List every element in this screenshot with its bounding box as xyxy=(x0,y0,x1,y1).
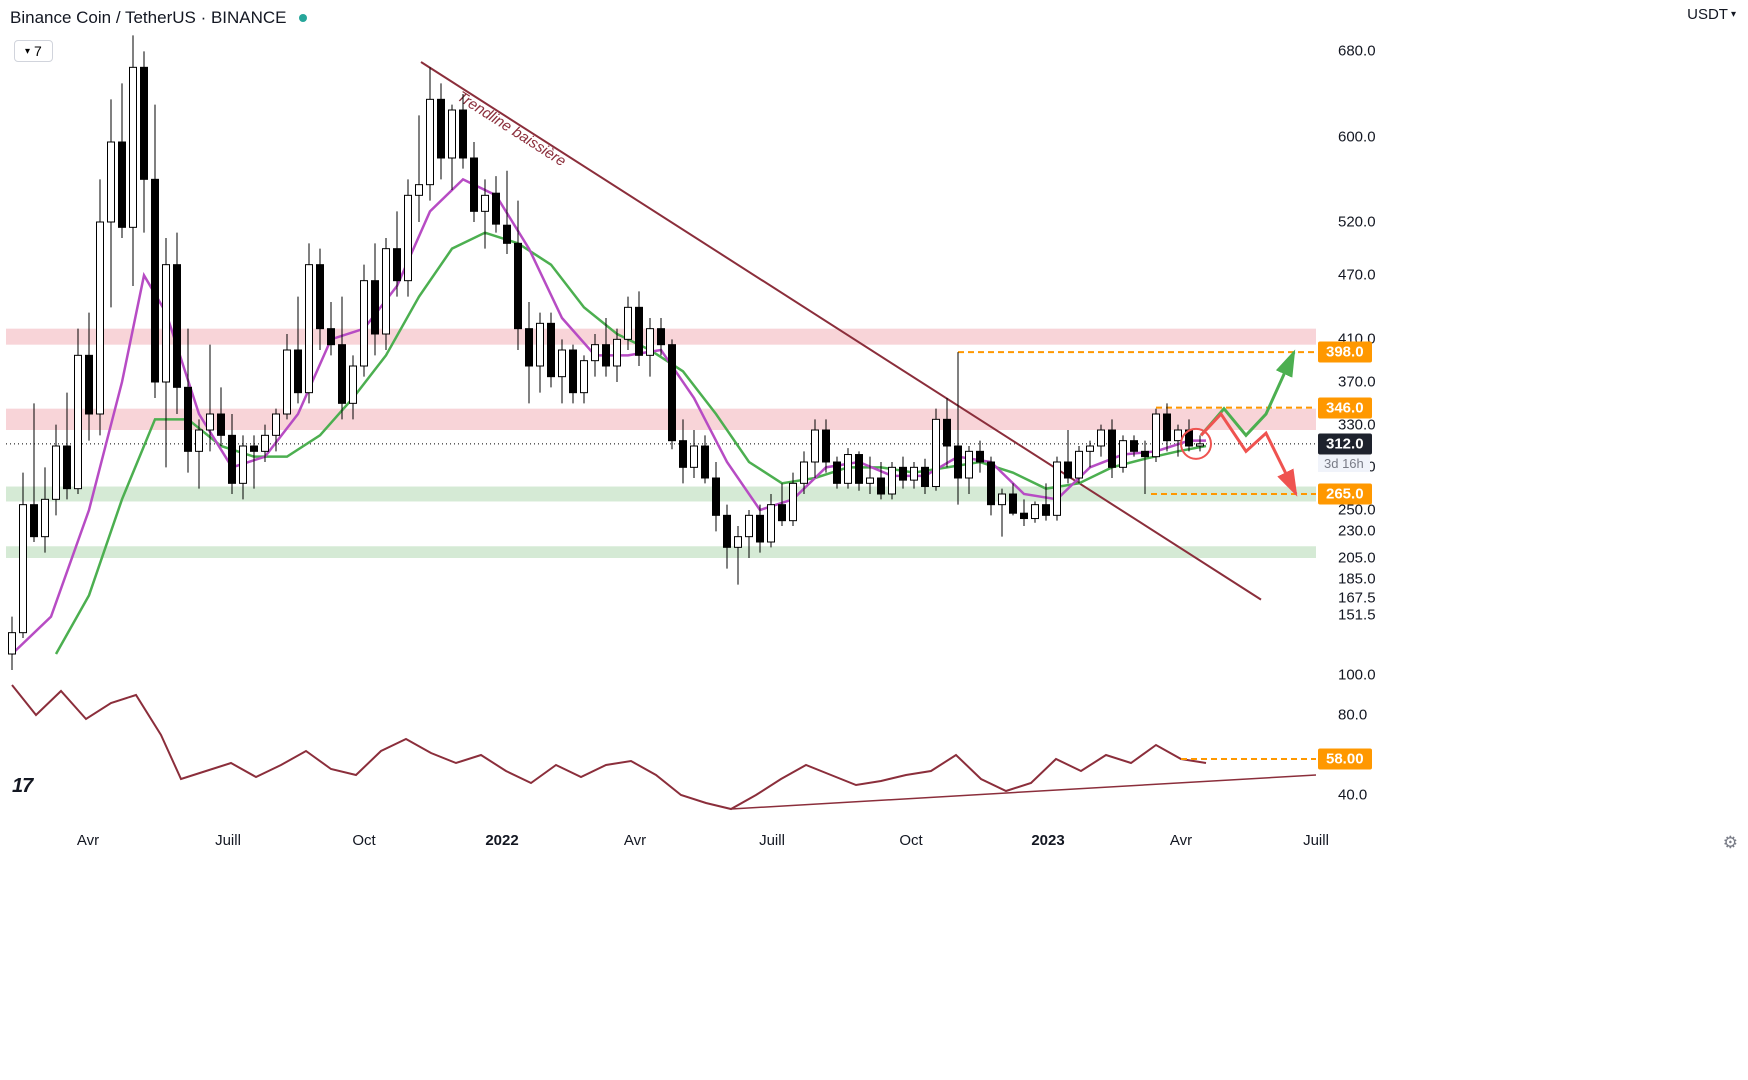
y-tick: 330.0 xyxy=(1338,416,1376,433)
price-tag: 346.0 xyxy=(1318,397,1372,418)
currency-selector[interactable]: USDT ▾ xyxy=(1687,6,1736,23)
y-tick: 80.0 xyxy=(1338,707,1367,724)
currency-label: USDT xyxy=(1687,6,1728,23)
time-x-axis: AvrJuillOct2022AvrJuillOct2023AvrJuill xyxy=(6,832,1316,858)
rsi-y-axis: 100.080.040.058.00 xyxy=(1318,675,1398,815)
price-chart-pane[interactable]: Trendline baissière xyxy=(6,30,1316,670)
x-tick: Avr xyxy=(77,832,99,849)
rsi-pane[interactable] xyxy=(6,675,1316,815)
y-tick: 205.0 xyxy=(1338,550,1376,567)
price-y-axis: 680.0600.0520.0470.0410.0370.0330.0290.0… xyxy=(1318,30,1398,670)
y-tick: 680.0 xyxy=(1338,43,1376,60)
chevron-down-icon: ▾ xyxy=(1731,9,1736,20)
price-tag: 398.0 xyxy=(1318,342,1372,363)
y-tick: 230.0 xyxy=(1338,523,1376,540)
price-tag: 312.0 xyxy=(1318,433,1372,454)
rsi-svg xyxy=(6,675,1316,815)
x-tick: Avr xyxy=(1170,832,1192,849)
x-tick: Oct xyxy=(352,832,375,849)
y-tick: 470.0 xyxy=(1338,267,1376,284)
market-status-dot xyxy=(299,14,307,22)
settings-icon[interactable]: ⚙ xyxy=(1723,833,1738,853)
x-tick: Juill xyxy=(215,832,241,849)
y-tick: 100.0 xyxy=(1338,667,1376,684)
y-tick: 185.0 xyxy=(1338,571,1376,588)
y-tick: 151.5 xyxy=(1338,607,1376,624)
price-chart-svg: Trendline baissière xyxy=(6,30,1316,670)
y-tick: 520.0 xyxy=(1338,214,1376,231)
x-tick: Juill xyxy=(1303,832,1329,849)
y-tick: 600.0 xyxy=(1338,128,1376,145)
y-tick: 370.0 xyxy=(1338,374,1376,391)
countdown-tag: 3d 16h xyxy=(1318,455,1370,472)
symbol-title: Binance Coin / TetherUS · BINANCE xyxy=(10,8,287,28)
y-tick: 40.0 xyxy=(1338,787,1367,804)
x-tick: 2023 xyxy=(1031,832,1064,849)
chart-header: Binance Coin / TetherUS · BINANCE xyxy=(10,8,307,28)
x-tick: Oct xyxy=(899,832,922,849)
x-tick: 2022 xyxy=(485,832,518,849)
y-tick: 167.5 xyxy=(1338,590,1376,607)
tradingview-logo: 17 xyxy=(12,775,32,798)
x-tick: Avr xyxy=(624,832,646,849)
price-tag: 265.0 xyxy=(1318,484,1372,505)
price-tag: 58.00 xyxy=(1318,749,1372,770)
x-tick: Juill xyxy=(759,832,785,849)
